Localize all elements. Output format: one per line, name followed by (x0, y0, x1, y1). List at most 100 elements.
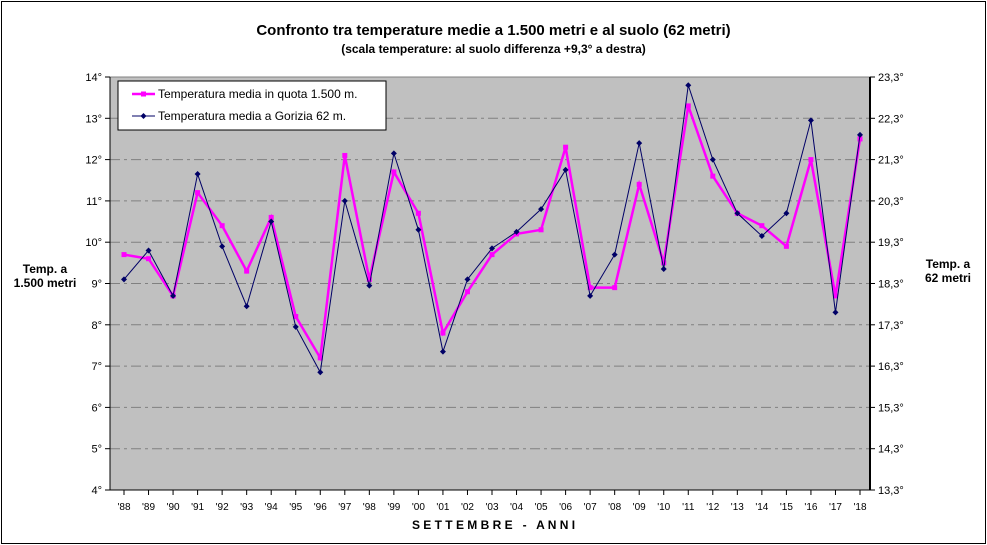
data-point-quota (146, 256, 152, 262)
x-tick-label: '16 (804, 502, 817, 513)
data-point-gorizia (243, 303, 250, 310)
data-point-quota (342, 152, 348, 158)
y-tick-label-left: 11° (86, 196, 102, 208)
data-point-gorizia (758, 233, 765, 240)
y-tick-label-left: 5° (91, 444, 102, 456)
data-point-quota (710, 173, 716, 179)
y-tick-label-right: 19,3° (878, 237, 904, 249)
x-axis-label: S E T T E M B R E - A N N I (411, 518, 576, 532)
y-tick-label-right: 15,3° (878, 402, 904, 414)
x-tick-label: '92 (216, 502, 229, 513)
x-tick-label: '14 (755, 502, 768, 513)
y-tick-label-right: 14,3° (878, 444, 904, 456)
data-point-gorizia (145, 247, 152, 254)
x-tick-label: '00 (412, 502, 425, 513)
data-point-gorizia (807, 117, 814, 124)
legend-label: Temperatura media in quota 1.500 m. (158, 87, 357, 101)
x-tick-label: '95 (289, 502, 302, 513)
data-point-quota (317, 355, 323, 361)
x-tick-label: '08 (608, 502, 621, 513)
data-point-quota (391, 169, 397, 175)
data-point-quota (612, 285, 618, 291)
x-tick-label: '93 (240, 502, 253, 513)
y-tick-label-right: 23,3° (878, 72, 904, 84)
x-tick-label: '98 (363, 502, 376, 513)
data-point-gorizia (390, 150, 397, 157)
data-point-gorizia (341, 197, 348, 204)
data-point-quota (366, 276, 372, 282)
y-tick-label-left: 13° (85, 113, 102, 125)
data-point-quota (661, 260, 667, 266)
x-tick-label: '07 (584, 502, 597, 513)
data-point-gorizia (783, 210, 790, 217)
data-point-quota (219, 223, 225, 229)
data-point-quota (121, 252, 127, 258)
x-tick-label: '01 (436, 502, 449, 513)
data-point-quota (783, 243, 789, 249)
x-tick-label: '12 (706, 502, 719, 513)
data-point-quota (268, 214, 274, 220)
x-tick-label: '97 (338, 502, 351, 513)
x-tick-label: '09 (633, 502, 646, 513)
data-point-gorizia (317, 369, 324, 376)
x-tick-label: '11 (682, 502, 695, 513)
data-point-quota (464, 289, 470, 295)
y-tick-label-right: 20,3° (878, 196, 904, 208)
y-tick-label-left: 7° (91, 361, 102, 373)
data-point-gorizia (464, 276, 471, 283)
y-tick-label-right: 22,3° (878, 113, 904, 125)
x-tick-label: '94 (265, 502, 278, 513)
data-point-gorizia (685, 82, 692, 89)
y-tick-label-right: 13,3° (878, 485, 904, 497)
x-tick-label: '17 (829, 502, 842, 513)
data-point-gorizia (660, 266, 667, 273)
x-tick-label: '02 (461, 502, 474, 513)
data-point-gorizia (415, 226, 422, 233)
x-tick-label: '99 (387, 502, 400, 513)
x-tick-label: '89 (142, 502, 155, 513)
legend-label: Temperatura media a Gorizia 62 m. (158, 109, 346, 123)
data-point-quota (415, 210, 421, 216)
data-point-gorizia (562, 166, 569, 173)
x-tick-label: '10 (657, 502, 670, 513)
data-point-gorizia (611, 251, 618, 258)
data-point-gorizia (219, 243, 226, 250)
data-point-quota (538, 227, 544, 233)
chart-title: Confronto tra temperature medie a 1.500 … (256, 22, 731, 39)
legend-marker (140, 113, 147, 119)
x-tick-label: '03 (485, 502, 498, 513)
data-point-quota (244, 268, 250, 274)
data-point-quota (685, 103, 691, 109)
x-tick-label: '88 (117, 502, 130, 513)
data-point-quota (195, 190, 201, 196)
data-point-quota (293, 314, 299, 320)
data-point-gorizia (366, 282, 373, 289)
legend (117, 80, 387, 131)
y-tick-label-left: 10° (85, 237, 102, 249)
y-axis-left-label: Temp. a 1.500 metri (13, 262, 77, 290)
data-point-gorizia (489, 245, 495, 252)
data-point-quota (440, 330, 446, 336)
x-tick-label: '18 (853, 502, 866, 513)
y-tick-label-right: 16,3° (878, 361, 904, 373)
legend-marker (141, 91, 146, 97)
y-tick-label-left: 9° (91, 279, 102, 291)
y-tick-label-right: 18,3° (878, 279, 904, 291)
chart-subtitle: (scala temperature: al suolo differenza … (341, 42, 646, 56)
y-tick-label-right: 17,3° (878, 320, 904, 332)
y-tick-label-left: 6° (91, 402, 102, 414)
data-point-gorizia (709, 156, 716, 163)
x-tick-label: '96 (314, 502, 327, 513)
x-tick-label: '91 (191, 502, 204, 513)
x-tick-label: '13 (731, 502, 744, 513)
data-point-gorizia (513, 228, 520, 235)
data-point-gorizia (170, 292, 177, 299)
x-tick-label: '15 (780, 502, 793, 513)
data-point-gorizia (538, 206, 545, 213)
data-point-quota (563, 144, 569, 150)
data-point-gorizia (636, 140, 643, 147)
x-tick-label: '04 (510, 502, 523, 513)
data-point-gorizia (194, 171, 201, 178)
